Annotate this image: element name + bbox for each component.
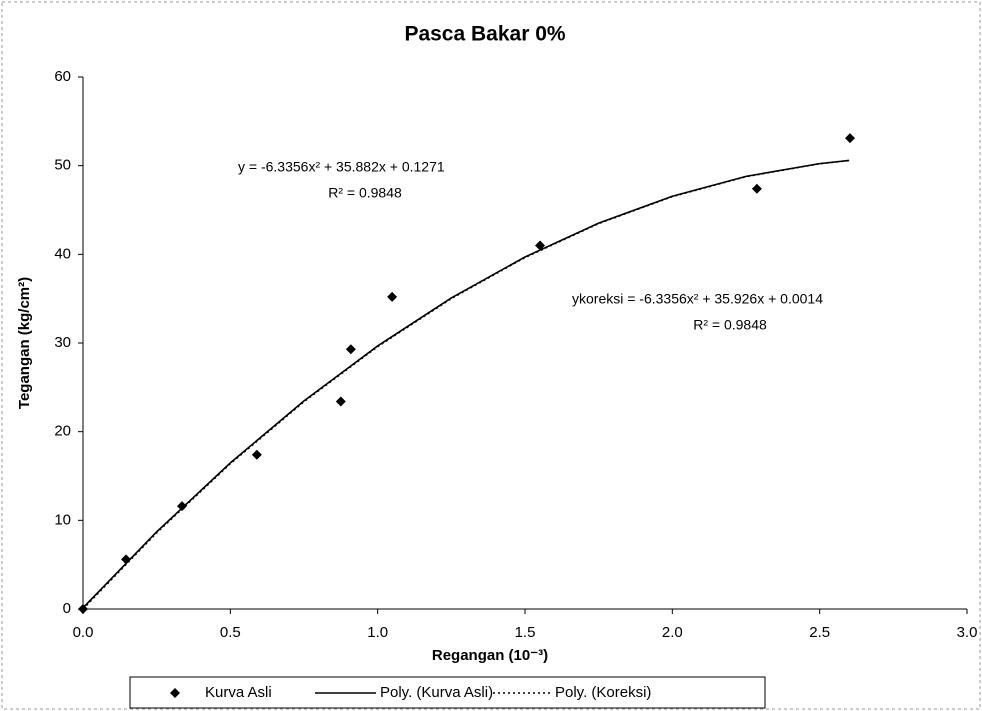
y-tick-label: 10 xyxy=(54,511,71,528)
x-tick-label: 2.0 xyxy=(662,624,683,641)
chart-title: Pasca Bakar 0% xyxy=(404,23,565,46)
legend-label: Poly. (Koreksi) xyxy=(555,684,651,701)
point xyxy=(845,133,855,143)
x-axis-label: Regangan (10⁻³) xyxy=(432,647,548,664)
point xyxy=(752,184,762,194)
x-tick-label: 2.5 xyxy=(809,624,830,641)
point xyxy=(336,397,346,407)
trendline xyxy=(83,161,849,609)
y-tick-label: 0 xyxy=(63,600,71,617)
chart: Pasca Bakar 0% Tegangan (kg/cm²) Reganga… xyxy=(0,0,982,711)
x-tick-label: 0.0 xyxy=(73,624,94,641)
y-tick-label: 20 xyxy=(54,423,71,440)
annotation: R² = 0.9848 xyxy=(693,317,767,333)
legend-label: Kurva Asli xyxy=(205,684,272,701)
y-tick-label: 60 xyxy=(54,68,71,85)
annotation: R² = 0.9848 xyxy=(328,185,402,201)
x-tick-label: 0.5 xyxy=(220,624,241,641)
annotation: ykoreksi = -6.3356x² + 35.926x + 0.0014 xyxy=(572,291,823,307)
annotation: y = -6.3356x² + 35.882x + 0.1271 xyxy=(238,159,445,175)
x-tick-label: 3.0 xyxy=(957,624,978,641)
x-tick-label: 1.5 xyxy=(515,624,536,641)
point xyxy=(346,344,356,354)
chart-border xyxy=(2,2,980,709)
y-axis-label: Tegangan (kg/cm²) xyxy=(16,277,33,409)
x-tick-label: 1.0 xyxy=(367,624,388,641)
point xyxy=(387,292,397,302)
trendline xyxy=(83,160,849,607)
y-tick-label: 40 xyxy=(54,245,71,262)
legend-label: Poly. (Kurva Asli) xyxy=(380,684,493,701)
y-tick-label: 30 xyxy=(54,334,71,351)
point xyxy=(252,450,262,460)
y-tick-label: 50 xyxy=(54,157,71,174)
